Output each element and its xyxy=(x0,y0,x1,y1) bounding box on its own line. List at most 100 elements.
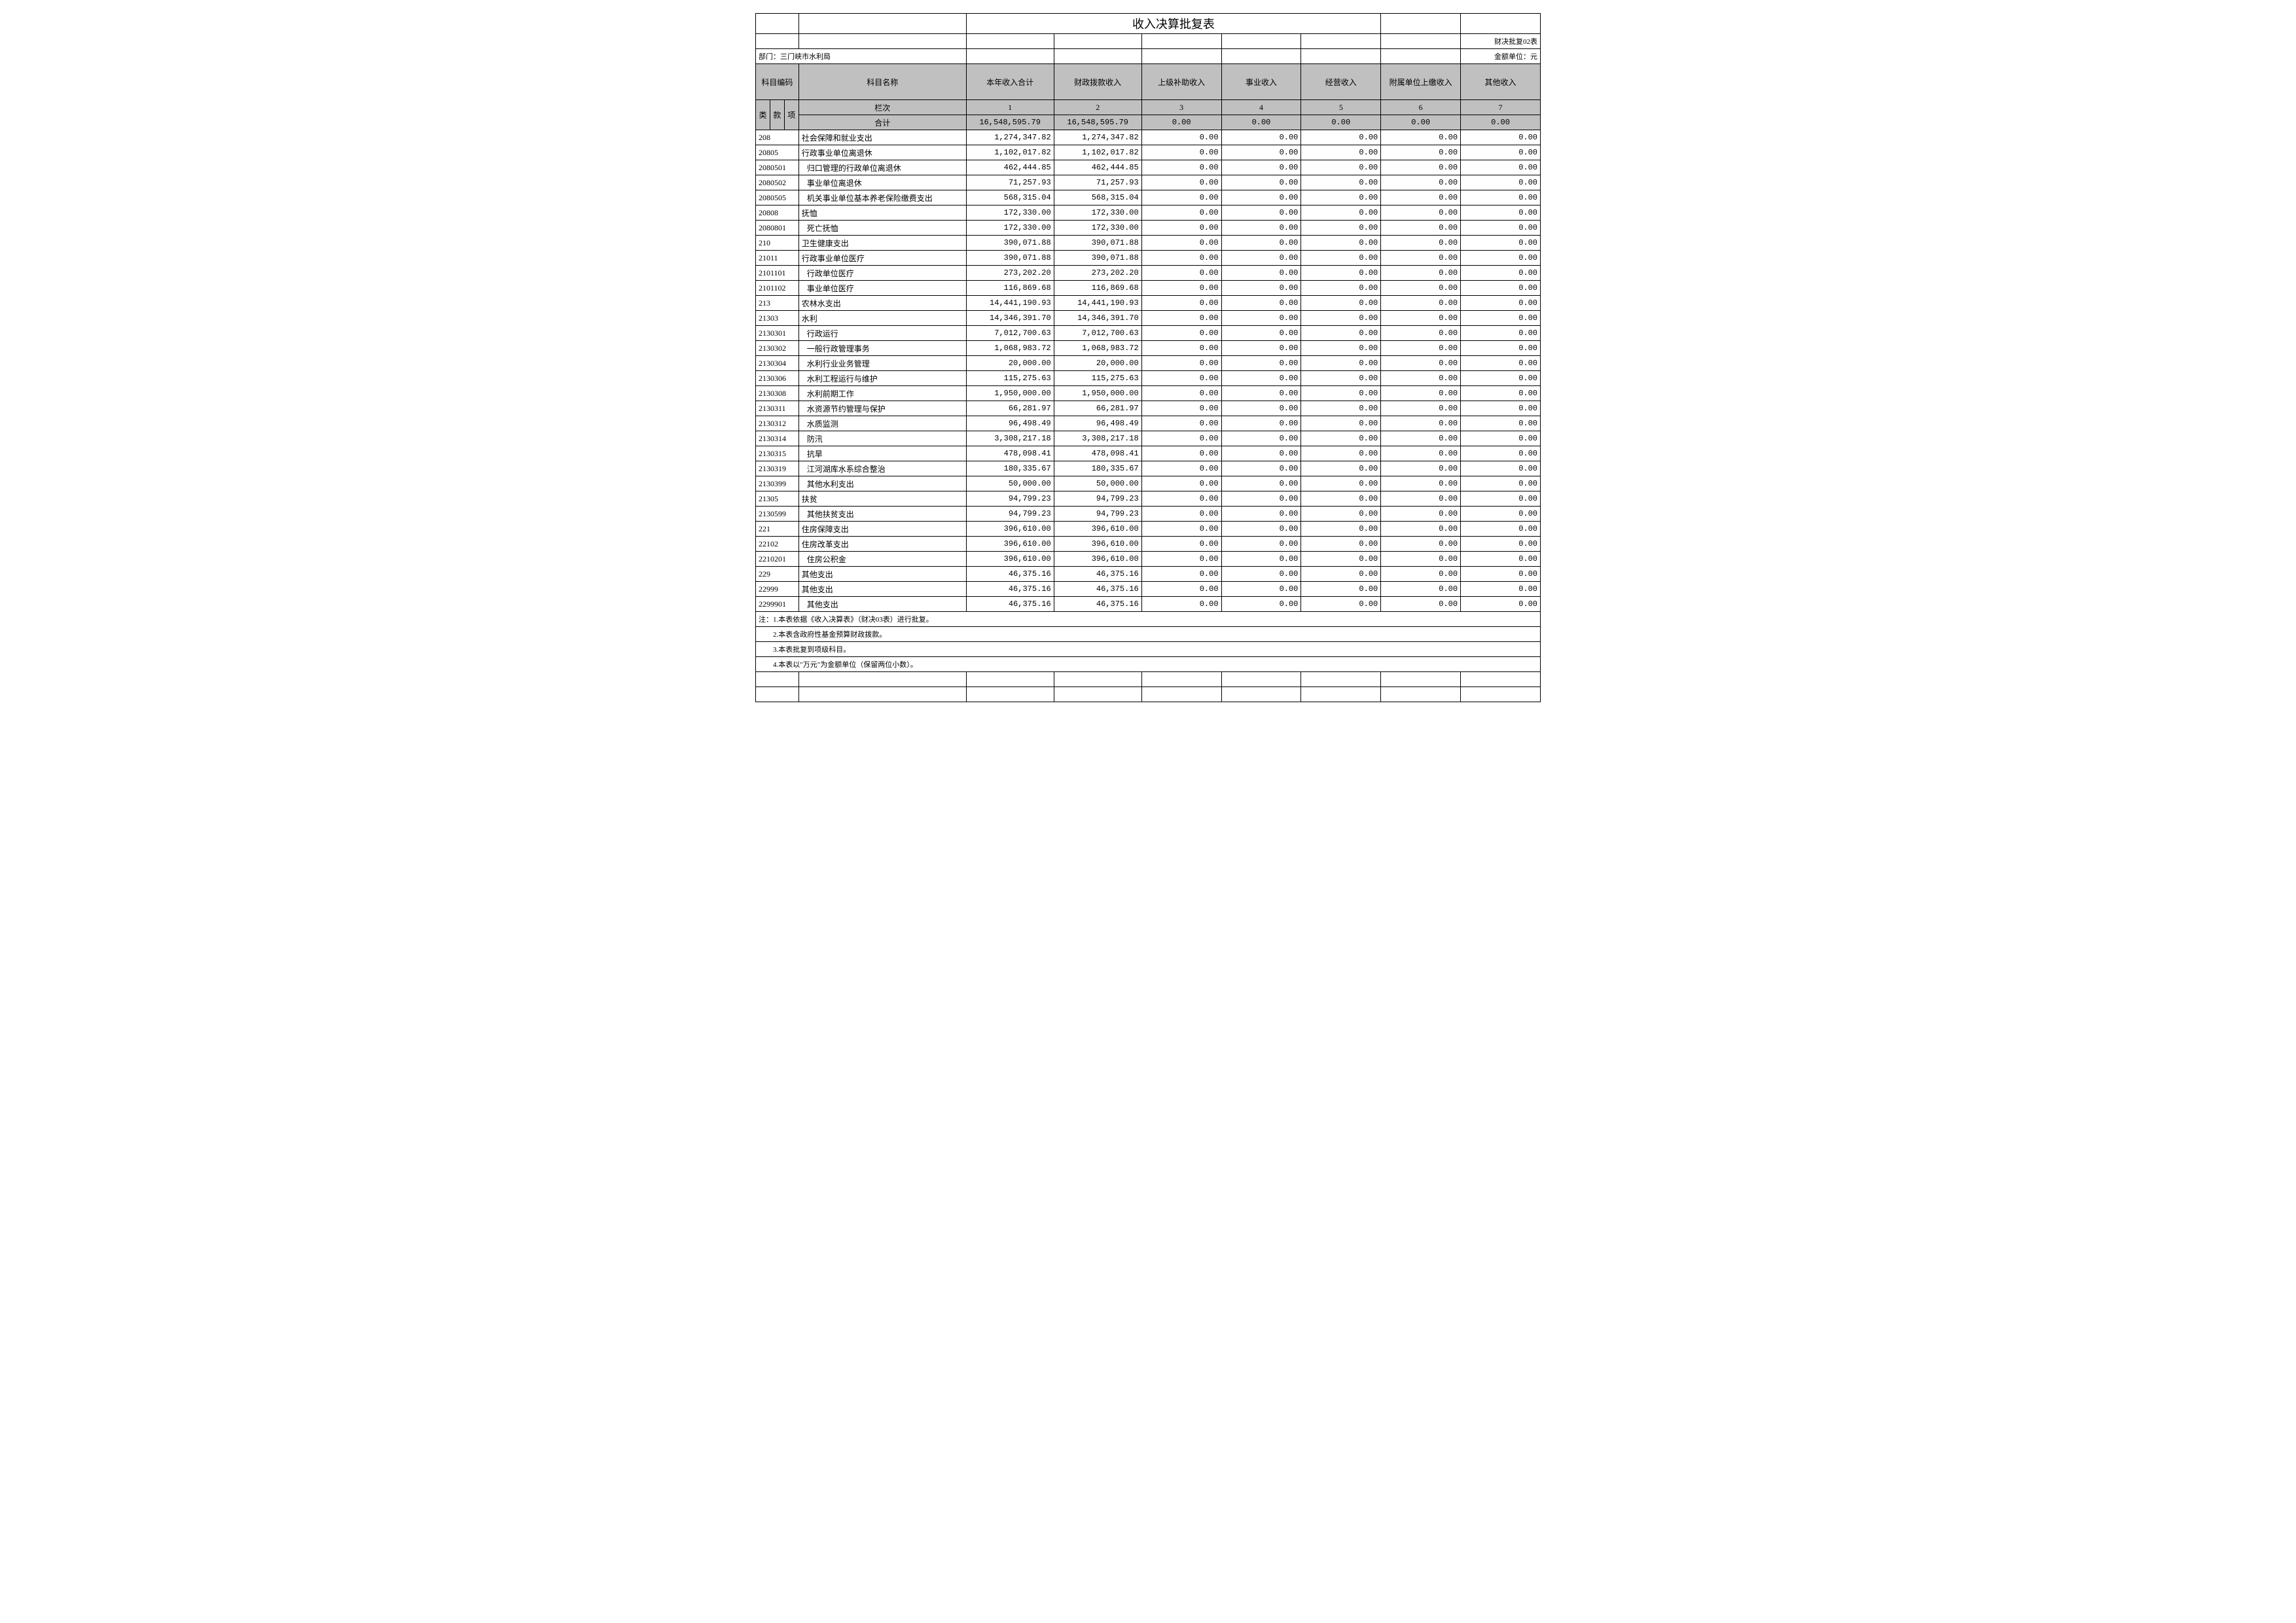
row-value: 0.00 xyxy=(1381,296,1461,311)
row-name: 农林水支出 xyxy=(798,296,966,311)
row-value: 172,330.00 xyxy=(1054,205,1141,221)
row-value: 1,102,017.82 xyxy=(1054,145,1141,160)
row-value: 0.00 xyxy=(1301,326,1381,341)
row-value: 0.00 xyxy=(1141,491,1221,507)
row-value: 0.00 xyxy=(1461,401,1541,416)
row-value: 0.00 xyxy=(1221,582,1301,597)
row-value: 462,444.85 xyxy=(1054,160,1141,175)
row-value: 0.00 xyxy=(1301,341,1381,356)
row-value: 0.00 xyxy=(1461,145,1541,160)
row-name: 住房改革支出 xyxy=(798,537,966,552)
row-value: 0.00 xyxy=(1301,205,1381,221)
row-name: 水质监测 xyxy=(798,416,966,431)
colnum-1: 1 xyxy=(966,100,1054,115)
row-value: 0.00 xyxy=(1221,326,1301,341)
header-code: 科目编码 xyxy=(756,64,799,100)
row-value: 0.00 xyxy=(1221,190,1301,205)
row-value: 0.00 xyxy=(1141,145,1221,160)
row-value: 14,441,190.93 xyxy=(966,296,1054,311)
header-col4: 经营收入 xyxy=(1301,64,1381,100)
row-value: 0.00 xyxy=(1381,221,1461,236)
row-value: 0.00 xyxy=(1141,266,1221,281)
row-value: 116,869.68 xyxy=(966,281,1054,296)
row-value: 0.00 xyxy=(1141,461,1221,476)
colnum-4: 4 xyxy=(1221,100,1301,115)
row-value: 96,498.49 xyxy=(1054,416,1141,431)
row-value: 1,102,017.82 xyxy=(966,145,1054,160)
row-value: 0.00 xyxy=(1141,160,1221,175)
row-value: 0.00 xyxy=(1381,251,1461,266)
row-value: 115,275.63 xyxy=(1054,371,1141,386)
row-value: 0.00 xyxy=(1461,311,1541,326)
row-value: 0.00 xyxy=(1221,281,1301,296)
row-code: 2130315 xyxy=(756,446,799,461)
row-value: 0.00 xyxy=(1141,431,1221,446)
row-value: 0.00 xyxy=(1221,221,1301,236)
row-code: 2130311 xyxy=(756,401,799,416)
row-value: 50,000.00 xyxy=(1054,476,1141,491)
row-name: 其他水利支出 xyxy=(798,476,966,491)
row-code: 22999 xyxy=(756,582,799,597)
row-name: 行政运行 xyxy=(798,326,966,341)
table-row: 2101101行政单位医疗273,202.20273,202.200.000.0… xyxy=(756,266,1541,281)
total-v0: 16,548,595.79 xyxy=(966,115,1054,130)
colnum-5: 5 xyxy=(1301,100,1381,115)
row-value: 0.00 xyxy=(1381,461,1461,476)
row-value: 0.00 xyxy=(1461,175,1541,190)
row-value: 94,799.23 xyxy=(1054,491,1141,507)
table-row: 2130301行政运行7,012,700.637,012,700.630.000… xyxy=(756,326,1541,341)
income-approval-table: 收入决算批复表 财决批复02表 部门：三门峡市水利局 金额单位：元 科目编码 科… xyxy=(755,13,1541,702)
row-value: 0.00 xyxy=(1381,597,1461,612)
row-code: 2130304 xyxy=(756,356,799,371)
row-value: 0.00 xyxy=(1221,461,1301,476)
row-value: 0.00 xyxy=(1461,552,1541,567)
row-name: 卫生健康支出 xyxy=(798,236,966,251)
row-value: 0.00 xyxy=(1301,371,1381,386)
row-value: 0.00 xyxy=(1381,522,1461,537)
row-name: 水利 xyxy=(798,311,966,326)
row-value: 0.00 xyxy=(1381,341,1461,356)
row-value: 14,441,190.93 xyxy=(1054,296,1141,311)
row-value: 0.00 xyxy=(1461,476,1541,491)
total-v4: 0.00 xyxy=(1301,115,1381,130)
table-row: 2080502事业单位离退休71,257.9371,257.930.000.00… xyxy=(756,175,1541,190)
row-name: 行政事业单位离退休 xyxy=(798,145,966,160)
row-name: 水利前期工作 xyxy=(798,386,966,401)
row-value: 172,330.00 xyxy=(966,205,1054,221)
row-value: 0.00 xyxy=(1141,567,1221,582)
row-code: 221 xyxy=(756,522,799,537)
row-code: 2101101 xyxy=(756,266,799,281)
row-name: 住房公积金 xyxy=(798,552,966,567)
row-value: 0.00 xyxy=(1381,431,1461,446)
table-row: 20805行政事业单位离退休1,102,017.821,102,017.820.… xyxy=(756,145,1541,160)
row-value: 0.00 xyxy=(1381,507,1461,522)
row-value: 0.00 xyxy=(1461,386,1541,401)
row-value: 396,610.00 xyxy=(966,537,1054,552)
row-value: 0.00 xyxy=(1221,446,1301,461)
row-code: 2130319 xyxy=(756,461,799,476)
row-value: 0.00 xyxy=(1141,341,1221,356)
row-value: 0.00 xyxy=(1301,507,1381,522)
table-row: 2130308水利前期工作1,950,000.001,950,000.000.0… xyxy=(756,386,1541,401)
row-value: 0.00 xyxy=(1141,205,1221,221)
row-value: 0.00 xyxy=(1141,175,1221,190)
row-value: 0.00 xyxy=(1141,326,1221,341)
row-name: 抗旱 xyxy=(798,446,966,461)
row-value: 0.00 xyxy=(1301,491,1381,507)
row-name: 其他支出 xyxy=(798,597,966,612)
table-row: 22999其他支出46,375.1646,375.160.000.000.000… xyxy=(756,582,1541,597)
row-value: 478,098.41 xyxy=(1054,446,1141,461)
row-value: 568,315.04 xyxy=(1054,190,1141,205)
row-value: 0.00 xyxy=(1301,597,1381,612)
row-code: 210 xyxy=(756,236,799,251)
row-name: 江河湖库水系综合整治 xyxy=(798,461,966,476)
row-value: 0.00 xyxy=(1301,386,1381,401)
header-sub-lei: 类 xyxy=(756,100,770,130)
row-value: 0.00 xyxy=(1301,221,1381,236)
row-value: 71,257.93 xyxy=(1054,175,1141,190)
row-value: 0.00 xyxy=(1221,386,1301,401)
row-value: 115,275.63 xyxy=(966,371,1054,386)
row-code: 2130302 xyxy=(756,341,799,356)
row-value: 0.00 xyxy=(1301,190,1381,205)
row-value: 0.00 xyxy=(1301,281,1381,296)
